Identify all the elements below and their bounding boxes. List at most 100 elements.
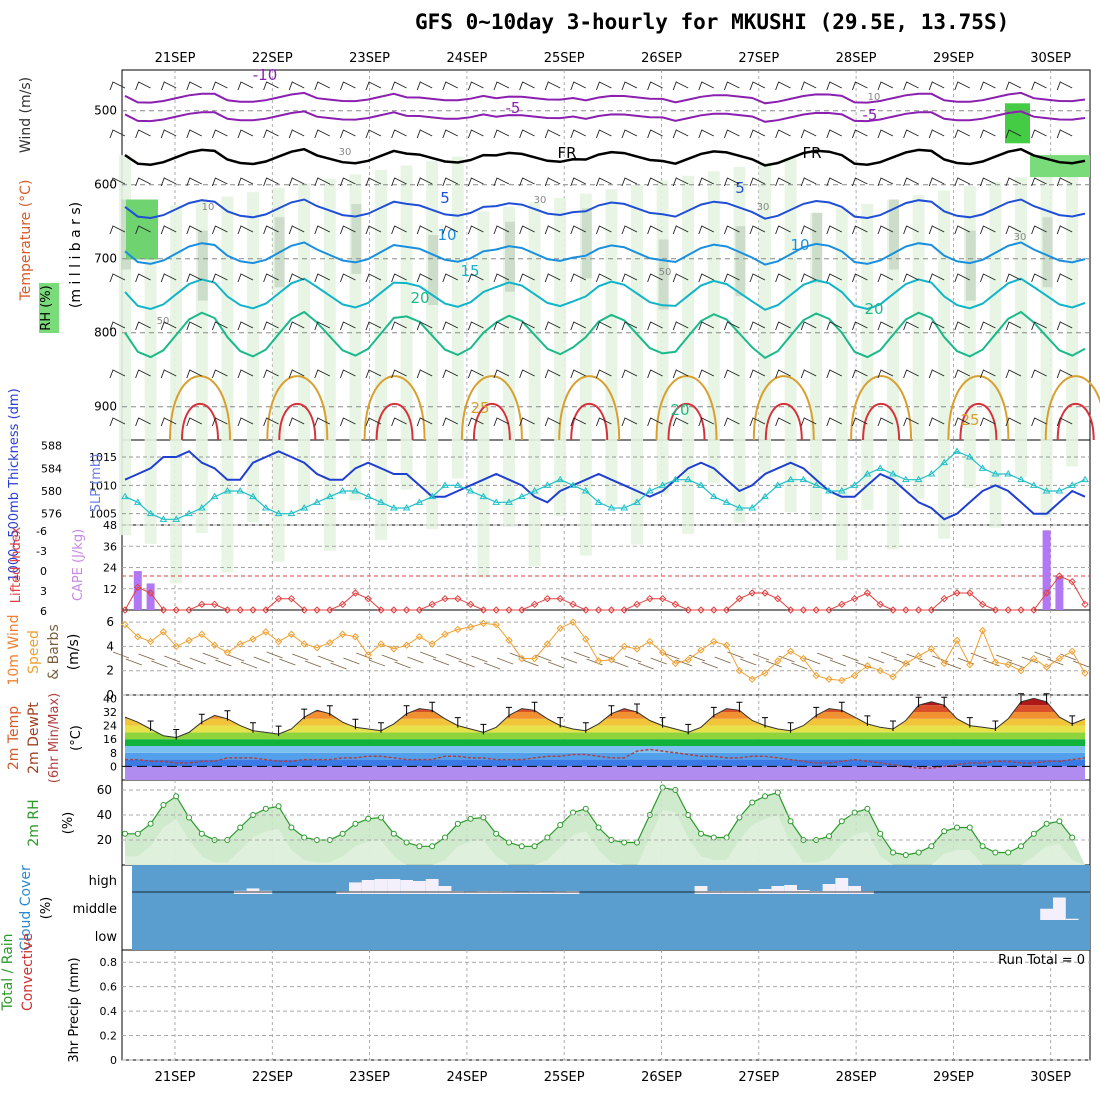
wind-barb-10m — [176, 662, 194, 670]
wind-barb — [979, 225, 996, 235]
wind-barb — [672, 369, 689, 379]
wind-barb — [314, 81, 331, 91]
wind-speed-marker — [658, 648, 667, 657]
li-marker — [812, 606, 820, 614]
rh-tick: 20 — [97, 833, 112, 847]
isotherm-30-lobe — [472, 402, 511, 441]
wind-barb — [851, 369, 868, 379]
wind-barb-10m — [612, 660, 629, 668]
wind-speed-marker — [582, 635, 590, 643]
wind-barb — [391, 321, 407, 331]
slp-marker — [863, 470, 872, 477]
wind-barb — [954, 417, 971, 427]
slp-marker — [773, 481, 782, 488]
wind-barb — [544, 81, 561, 91]
rh-marker — [403, 839, 410, 846]
wind-barb — [135, 321, 151, 331]
wind-barb-10m — [1072, 660, 1090, 668]
wind-barb — [135, 81, 151, 91]
li-marker — [774, 594, 782, 603]
slp-marker — [735, 504, 744, 511]
slp-marker — [914, 475, 923, 483]
wind-speed-marker — [786, 647, 795, 655]
dewpoint-line — [125, 748, 1086, 769]
wind-barb — [288, 225, 305, 235]
rh-marker — [1018, 843, 1024, 850]
wind-barb — [1031, 225, 1047, 235]
high-cloud-bar — [515, 891, 529, 894]
wind-speed-marker — [927, 645, 936, 653]
wind-speed-marker — [556, 624, 564, 632]
rh-marker — [493, 830, 500, 837]
wind-barb — [211, 273, 228, 283]
wind-barb — [800, 417, 817, 427]
rh-marker — [122, 830, 128, 837]
rh-marker — [365, 815, 372, 822]
wind-barb — [467, 81, 484, 91]
contour-label: 30 — [1014, 232, 1027, 243]
cloud-unit-label: (%) — [39, 897, 54, 920]
li-marker — [978, 600, 987, 609]
rh-marker — [147, 820, 154, 827]
rh-shade-light — [631, 184, 643, 545]
minmax-errorbar — [557, 717, 564, 728]
wind-barb — [723, 369, 740, 379]
rh-marker — [1005, 849, 1012, 856]
wind-barb — [1005, 369, 1022, 379]
wind-barb — [467, 321, 484, 331]
slp-marker — [466, 487, 475, 494]
slp-marker — [633, 498, 641, 505]
rh2m-label: 2m RH — [26, 799, 42, 846]
minmax-errorbar — [454, 717, 461, 728]
temp-bands — [125, 698, 1085, 780]
wind-speed-marker — [966, 660, 974, 669]
li-marker — [505, 606, 513, 614]
temp-tick: 32 — [103, 706, 117, 719]
wind-barb — [570, 129, 587, 139]
rh-shade-light — [170, 205, 183, 584]
wind-barb-10m — [624, 655, 642, 663]
rh-marker — [480, 814, 487, 821]
wind-barb — [698, 129, 715, 139]
wind-barb — [749, 177, 766, 187]
rh-shade-light — [400, 165, 413, 490]
wind-speed-marker — [991, 658, 1000, 666]
wind-barb — [493, 81, 510, 91]
slp-marker — [940, 458, 949, 466]
slp-marker — [684, 475, 693, 483]
wind-barb-10m — [919, 660, 936, 668]
slp-marker — [402, 504, 411, 511]
wind-tick: 4 — [106, 639, 114, 653]
high-cloud-bar — [861, 891, 874, 894]
isotherm-25-lobe — [169, 375, 231, 441]
high-cloud-bar — [528, 891, 541, 894]
wind-speed-marker — [543, 640, 552, 648]
wind-barb — [749, 129, 766, 139]
high-cloud-bar — [489, 891, 503, 894]
slp-marker — [415, 498, 424, 505]
date-label-top: 28SEP — [836, 51, 877, 66]
wind-barb — [647, 129, 663, 139]
precip-tick: 0.6 — [100, 981, 118, 994]
wind-barb — [775, 225, 791, 235]
li-marker — [300, 606, 308, 614]
wind-barb — [211, 129, 228, 139]
rh-shade-mid — [197, 230, 208, 301]
wind-speed-marker — [620, 642, 628, 651]
rh-shade-light — [707, 171, 720, 484]
minmax-errorbar — [531, 701, 538, 713]
minmax-errorbar — [250, 722, 256, 733]
wind-barb — [186, 369, 203, 379]
wind-barb — [467, 417, 484, 427]
wind-barb — [1005, 273, 1022, 283]
wind-speed-marker — [441, 630, 449, 638]
wind-speed-marker — [671, 659, 680, 668]
wind-barb-10m — [253, 656, 270, 664]
precip-tick: 0.4 — [100, 1005, 118, 1018]
wind-barb — [519, 321, 535, 331]
wind-barb — [595, 81, 612, 91]
wind-barb — [1005, 321, 1022, 331]
rh-marker — [442, 834, 448, 841]
wind-barb — [800, 225, 817, 235]
rh-marker — [173, 793, 180, 800]
